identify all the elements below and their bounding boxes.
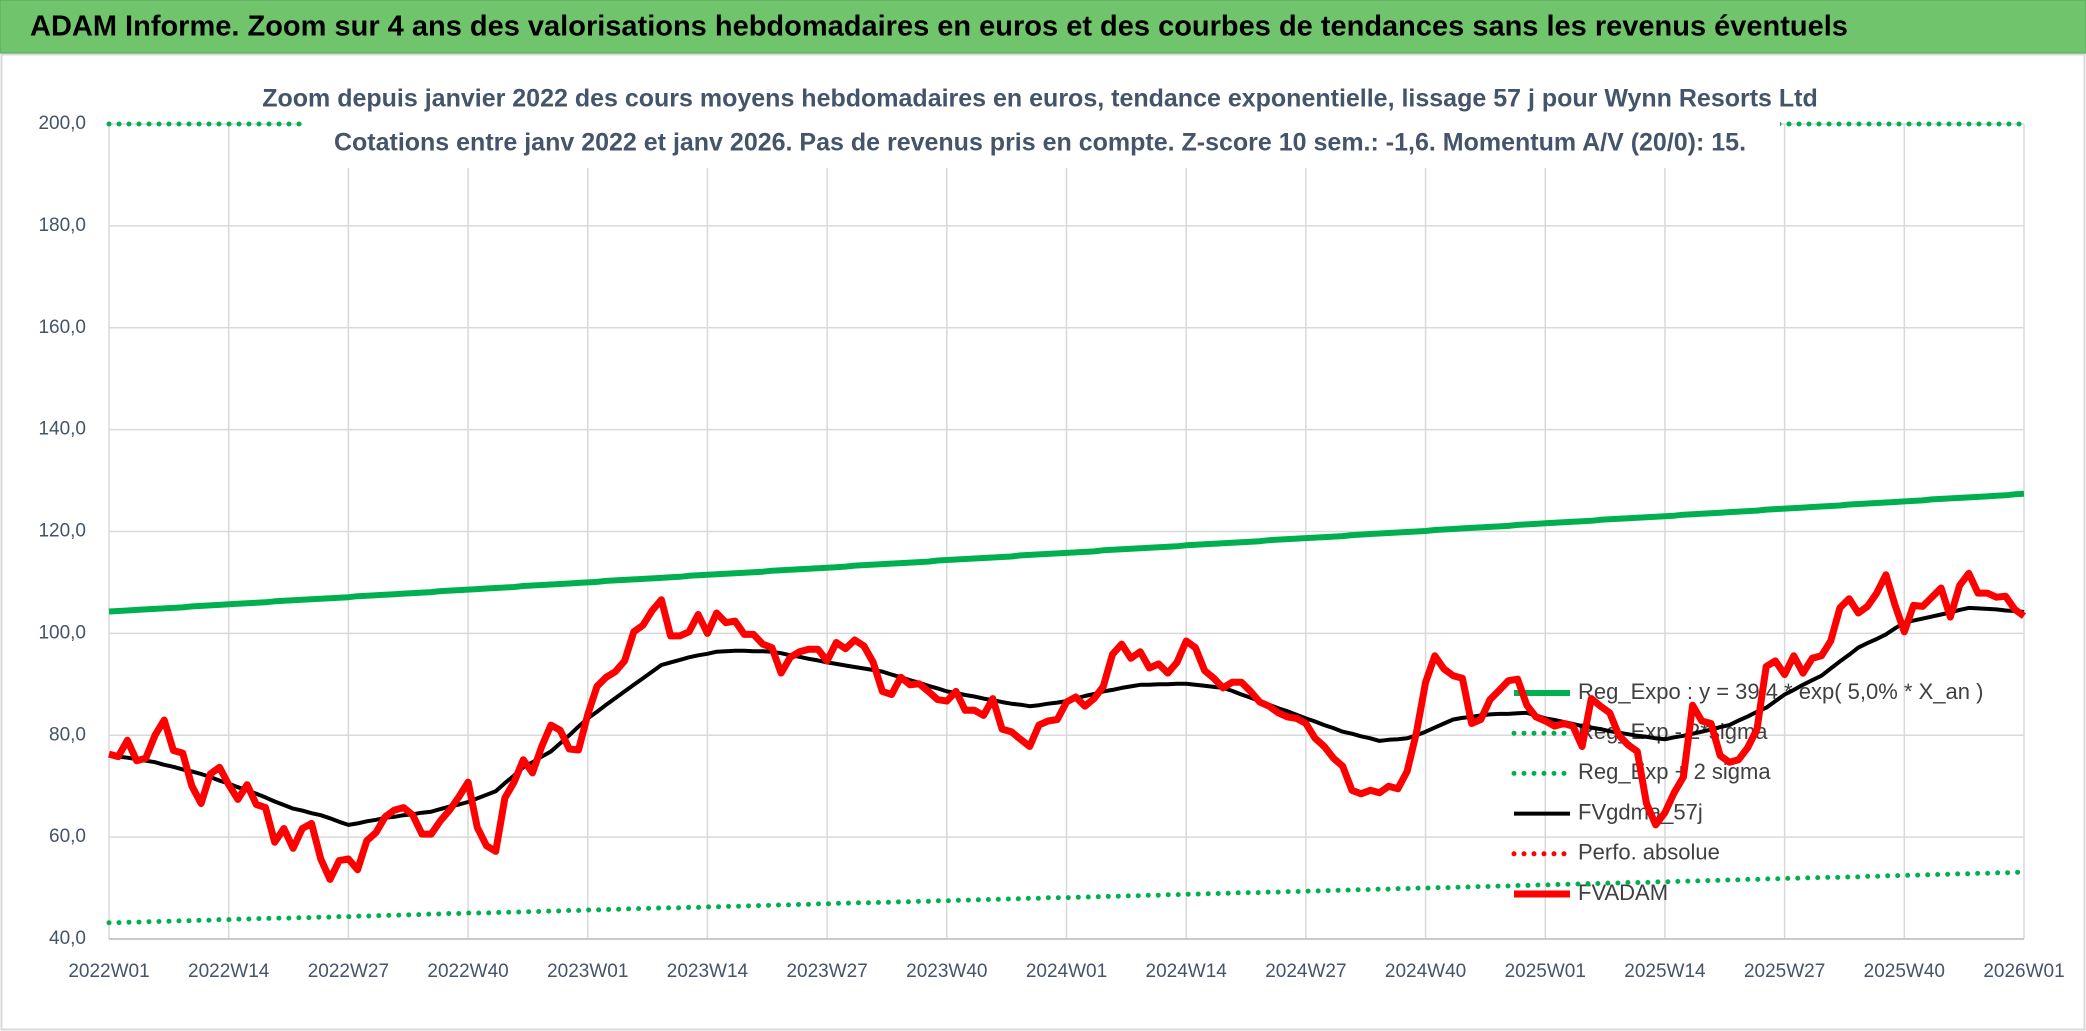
legend-label: Perfo. absolue xyxy=(1578,840,1720,865)
y-tick-label: 100,0 xyxy=(38,622,86,643)
y-tick-label: 200,0 xyxy=(38,113,86,134)
x-tick-label: 2022W14 xyxy=(188,961,270,982)
legend-label: Reg_Exp + 2 sigma xyxy=(1578,759,1771,784)
chart-frame xyxy=(0,53,2086,1031)
header-title: ADAM Informe. Zoom sur 4 ans des valoris… xyxy=(30,11,1848,43)
x-tick-label: 2026W01 xyxy=(1983,961,2064,982)
x-tick-label: 2024W14 xyxy=(1146,961,1228,982)
chart-title: Zoom depuis janvier 2022 des cours moyen… xyxy=(262,85,1818,113)
legend: Reg_Expo : y = 39,4 * exp( 5,0% * X_an )… xyxy=(1511,679,1983,905)
x-tick-label: 2023W27 xyxy=(786,961,867,982)
series-line xyxy=(106,869,2027,926)
y-tick-label: 40,0 xyxy=(49,928,86,949)
y-tick-label: 180,0 xyxy=(38,215,86,236)
x-tick-label: 2023W40 xyxy=(906,961,987,982)
x-tick-label: 2025W01 xyxy=(1505,961,1586,982)
header-bar xyxy=(0,0,2086,54)
x-tick-label: 2025W40 xyxy=(1864,961,1945,982)
x-tick-label: 2023W01 xyxy=(547,961,628,982)
y-tick-label: 120,0 xyxy=(38,521,86,542)
x-tick-label: 2022W27 xyxy=(308,961,389,982)
y-tick-label: 140,0 xyxy=(38,419,86,440)
title-box xyxy=(303,80,1780,168)
x-tick-label: 2022W40 xyxy=(427,961,508,982)
grid: 40,0 60,0 80,0 100,0 120,0 140,0 160,0 180,0 200… xyxy=(38,113,2064,982)
series-line xyxy=(108,569,2027,883)
x-tick-label: 2024W40 xyxy=(1385,961,1466,982)
y-tick-label: 80,0 xyxy=(49,724,86,745)
x-tick-label: 2024W01 xyxy=(1026,961,1107,982)
x-tick-label: 2024W27 xyxy=(1265,961,1346,982)
y-tick-label: 60,0 xyxy=(49,826,86,847)
legend-label: Reg_Expo : y = 39,4 * exp( 5,0% * X_an ) xyxy=(1578,679,1983,704)
x-tick-label: 2022W01 xyxy=(68,961,149,982)
x-tick-label: 2023W14 xyxy=(667,961,749,982)
x-tick-label: 2025W14 xyxy=(1624,961,1706,982)
y-tick-label: 160,0 xyxy=(38,317,86,338)
x-tick-label: 2025W27 xyxy=(1744,961,1825,982)
series-line xyxy=(108,490,2025,615)
legend-label: FVgdma_57j xyxy=(1578,799,1703,824)
legend-label: FVADAM xyxy=(1578,880,1668,905)
chart-subtitle: Cotations entre janv 2022 et janv 2026. … xyxy=(334,129,1746,157)
